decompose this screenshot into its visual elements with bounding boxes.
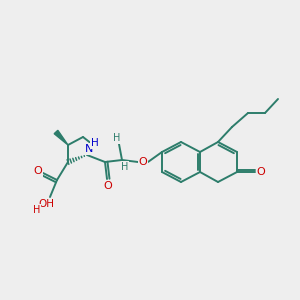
Text: H: H — [33, 205, 41, 215]
Text: O: O — [103, 181, 112, 191]
Text: O: O — [256, 167, 266, 177]
Text: N: N — [85, 144, 93, 154]
Text: O: O — [139, 157, 147, 167]
Text: H: H — [113, 133, 121, 143]
Polygon shape — [54, 130, 68, 145]
Text: O: O — [34, 166, 42, 176]
Text: H: H — [121, 162, 129, 172]
Text: OH: OH — [38, 199, 54, 209]
Text: H: H — [91, 138, 99, 148]
